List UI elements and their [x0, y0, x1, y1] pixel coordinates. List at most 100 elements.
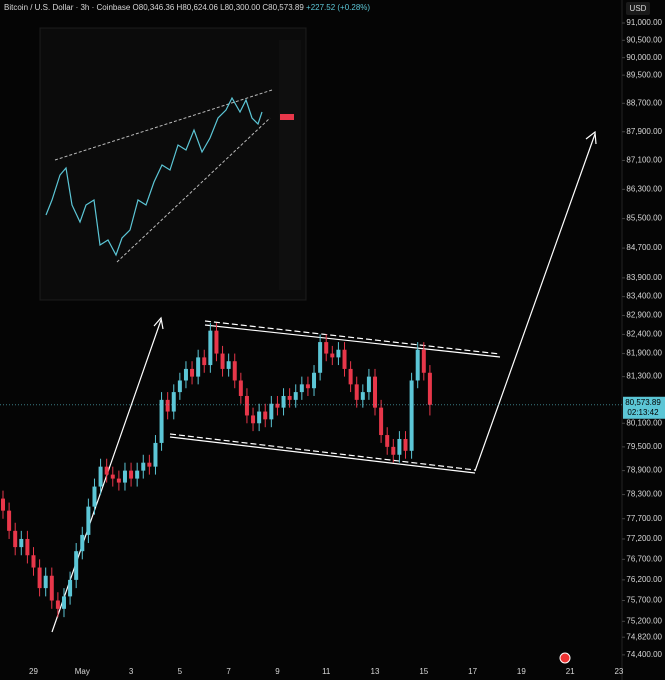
candle-body — [147, 462, 152, 467]
inset-axis — [279, 40, 301, 290]
channel-top — [204, 320, 501, 355]
inset-line — [116, 117, 271, 263]
y-tick-label: 77,200.00 — [626, 534, 662, 543]
x-tick-label: 3 — [129, 667, 134, 676]
candle-body — [360, 392, 365, 400]
x-tick-label: 23 — [614, 667, 623, 676]
inset-price — [45, 96, 263, 257]
candle-body — [336, 349, 341, 358]
y-tick-label: 74,400.00 — [626, 650, 662, 659]
inset-frame — [39, 27, 307, 301]
candle-body — [183, 368, 188, 381]
x-tick-label: 9 — [275, 667, 280, 676]
currency: USD — [630, 4, 647, 13]
candle-body — [74, 551, 79, 580]
candle-body — [427, 372, 432, 405]
candle-body — [348, 368, 353, 385]
y-tick-label: 80,100.00 — [626, 418, 662, 427]
candle-body — [220, 353, 225, 369]
candle-body — [49, 575, 54, 601]
candle-body — [330, 353, 335, 358]
candle-body — [116, 478, 121, 483]
candle-body — [385, 435, 390, 447]
candle-body — [269, 403, 274, 420]
candle-body — [238, 380, 243, 396]
candle-body — [391, 446, 396, 455]
candle-body — [421, 349, 426, 373]
y-tick-label: 78,300.00 — [626, 490, 662, 499]
candle-body — [7, 510, 12, 531]
ohlc: O80,346.36 H80,624.06 L80,300.00 C80,573… — [133, 3, 305, 12]
candle-body — [196, 357, 201, 377]
y-tick-label: 81,300.00 — [626, 372, 662, 381]
candle-body — [397, 438, 402, 455]
candle-body — [25, 538, 30, 556]
candle-body — [92, 486, 97, 507]
currency-box — [626, 2, 650, 15]
inset-price-tag — [280, 114, 294, 120]
candle-body — [275, 403, 280, 408]
arrow-head — [153, 316, 164, 330]
y-tick-label: 83,900.00 — [626, 273, 662, 282]
event-icon — [559, 652, 571, 664]
countdown: 02:13:42 — [627, 408, 659, 417]
candle-body — [366, 376, 371, 393]
candle-body — [257, 411, 262, 424]
y-tick-label: 87,100.00 — [626, 156, 662, 165]
candle-body — [318, 342, 323, 373]
candle-body — [165, 399, 170, 412]
candle-body — [226, 361, 231, 369]
candle-body — [305, 384, 310, 389]
candle-body — [171, 392, 176, 412]
x-tick-label: 5 — [178, 667, 183, 676]
y-tick-label: 87,900.00 — [626, 127, 662, 136]
candle-body — [68, 579, 73, 597]
candle-body — [122, 470, 127, 483]
candle-body — [55, 600, 60, 609]
y-tick-label: 79,500.00 — [626, 442, 662, 451]
x-tick-label: 21 — [566, 667, 575, 676]
candle-body — [80, 534, 85, 552]
candle-body — [403, 438, 408, 451]
x-tick-label: 7 — [226, 667, 231, 676]
y-tick-label: 74,820.00 — [626, 632, 662, 641]
y-tick-label: 85,500.00 — [626, 214, 662, 223]
y-tick-label: 86,300.00 — [626, 184, 662, 193]
candle-body — [214, 330, 219, 354]
candle-body — [37, 567, 42, 589]
x-tick-label: 19 — [517, 667, 526, 676]
candle-body — [129, 470, 134, 479]
candle-body — [61, 596, 66, 609]
y-tick-label: 88,700.00 — [626, 98, 662, 107]
y-tick-label: 76,200.00 — [626, 575, 662, 584]
candle-body — [86, 506, 91, 535]
candle-body — [19, 538, 24, 548]
candle-body — [299, 384, 304, 393]
y-tick-label: 82,400.00 — [626, 330, 662, 339]
candle-body — [373, 376, 378, 408]
candle-body — [263, 411, 268, 420]
candle-body — [153, 442, 158, 467]
x-tick-label: 29 — [29, 667, 38, 676]
y-tick-label: 90,000.00 — [626, 53, 662, 62]
candle-body — [415, 349, 420, 381]
arrow-line — [474, 133, 596, 472]
candle-body — [379, 407, 384, 436]
channel-top — [204, 324, 501, 358]
candle-body — [104, 466, 109, 475]
candle-body — [177, 380, 182, 393]
y-tick-label: 90,500.00 — [626, 35, 662, 44]
candle-body — [202, 357, 207, 366]
candle-body — [98, 466, 103, 487]
y-tick-label: 84,700.00 — [626, 243, 662, 252]
candle-body — [13, 530, 18, 548]
inset-line — [54, 89, 273, 161]
candle-body — [293, 392, 298, 400]
candle-body — [135, 470, 140, 479]
symbol: Bitcoin / U.S. Dollar · 3h · Coinbase — [4, 3, 131, 12]
candle-body — [281, 395, 286, 408]
y-tick-label: 83,400.00 — [626, 292, 662, 301]
price-tag-label: 80,573.89 — [625, 398, 661, 407]
x-tick-label: 11 — [322, 667, 331, 676]
